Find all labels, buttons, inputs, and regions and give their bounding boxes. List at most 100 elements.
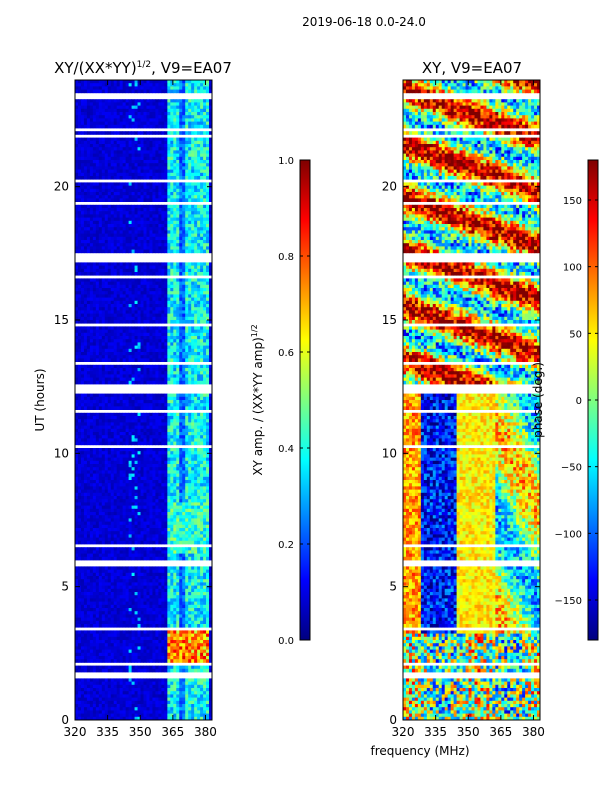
heat-cell — [170, 316, 174, 321]
heat-cell — [113, 86, 118, 90]
heat-cell — [83, 377, 88, 382]
heat-cell — [131, 224, 135, 228]
heat-cell — [75, 438, 79, 442]
heat-cell — [176, 198, 180, 202]
heat-cell — [92, 163, 97, 167]
heat-cell — [155, 169, 159, 174]
heat-cell — [170, 236, 174, 241]
heat-cell — [101, 265, 106, 270]
heat-cell — [134, 150, 138, 154]
heat-cell — [110, 140, 115, 145]
heat-cell — [200, 438, 204, 442]
heat-cell — [116, 464, 121, 468]
heat-cell — [203, 137, 207, 142]
heat-cell — [86, 80, 91, 84]
heat-cell — [179, 265, 183, 270]
heat-cell — [134, 281, 138, 286]
heat-cell — [110, 377, 115, 382]
heat-cell — [107, 118, 112, 122]
heat-cell — [113, 425, 118, 430]
heat-cell — [110, 249, 115, 254]
heat-cell — [203, 124, 207, 129]
heat-cell — [116, 371, 121, 375]
heat-cell — [101, 246, 106, 250]
heat-cell — [194, 204, 198, 209]
heat-cell — [209, 172, 213, 177]
heat-cell — [140, 265, 144, 270]
heat-cell — [164, 284, 168, 289]
heat-cell — [89, 105, 94, 110]
heat-cell — [206, 140, 210, 145]
heat-cell — [77, 156, 82, 161]
heat-cell — [179, 428, 183, 433]
heat-cell — [137, 150, 141, 154]
heat-cell — [158, 412, 162, 417]
heat-cell — [197, 112, 201, 116]
heat-cell — [200, 432, 204, 436]
heat-cell — [161, 156, 165, 161]
heat-cell — [149, 480, 153, 484]
heat-cell — [194, 454, 198, 458]
heat-cell — [188, 342, 192, 346]
heat-cell — [152, 265, 156, 270]
heat-cell — [170, 457, 174, 462]
heat-cell — [188, 348, 192, 353]
heat-cell — [191, 137, 195, 142]
heat-cell — [176, 422, 180, 426]
heat-cell — [131, 473, 135, 478]
heat-cell — [125, 320, 130, 324]
heat-cell — [182, 460, 186, 465]
heat-cell — [101, 99, 106, 103]
heat-cell — [170, 358, 174, 362]
heat-cell — [122, 220, 127, 225]
heat-cell — [155, 80, 159, 84]
heat-cell — [149, 406, 153, 410]
heat-cell — [143, 137, 147, 142]
heat-cell — [188, 380, 192, 385]
heat-cell — [146, 214, 150, 218]
heat-cell — [125, 262, 130, 266]
heat-cell — [92, 188, 97, 193]
heat-cell — [125, 348, 130, 353]
heat-cell — [122, 358, 127, 362]
heat-cell — [164, 278, 168, 282]
heat-cell — [128, 144, 132, 148]
heat-cell — [179, 288, 183, 292]
heat-cell — [191, 124, 195, 129]
heat-cell — [80, 147, 85, 151]
heat-cell — [167, 169, 171, 174]
heat-cell — [83, 211, 88, 215]
heat-cell — [176, 144, 180, 148]
heat-cell — [113, 156, 118, 161]
heat-cell — [107, 220, 112, 225]
heat-cell — [203, 441, 207, 446]
heat-cell — [173, 406, 177, 410]
heat-cell — [122, 425, 127, 430]
heat-cell — [125, 460, 130, 465]
heat-cell — [206, 406, 210, 410]
heat-cell — [158, 115, 162, 119]
heat-cell — [173, 140, 177, 145]
heat-cell — [152, 115, 156, 119]
heat-cell — [149, 313, 153, 318]
heat-cell — [209, 476, 213, 481]
heat-cell — [89, 150, 94, 154]
heat-cell — [200, 144, 204, 148]
heat-cell — [98, 432, 103, 436]
heat-cell — [170, 435, 174, 439]
heat-cell — [128, 131, 132, 135]
heat-cell — [158, 108, 162, 113]
heat-cell — [197, 99, 201, 103]
heat-cell — [167, 198, 171, 202]
heat-cell — [125, 89, 130, 94]
heat-cell — [161, 374, 165, 378]
heat-cell — [89, 214, 94, 218]
heat-cell — [95, 371, 100, 375]
heat-cell — [98, 288, 103, 292]
heat-cell — [92, 358, 97, 362]
heat-cell — [92, 131, 97, 135]
heat-cell — [140, 217, 144, 222]
heat-cell — [101, 185, 106, 190]
heat-cell — [92, 454, 97, 458]
heat-cell — [77, 374, 82, 378]
